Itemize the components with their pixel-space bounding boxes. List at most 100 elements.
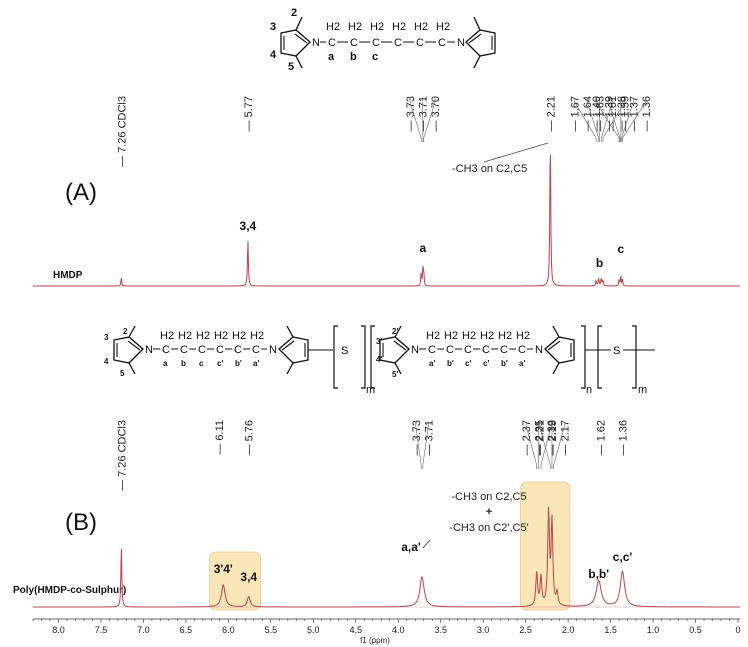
peak-label: — 5.77 <box>243 96 255 131</box>
chain-label: c' <box>483 359 489 368</box>
chain-label: a <box>163 359 168 368</box>
chain-h2: H2 <box>250 330 264 342</box>
chain-label: a' <box>429 359 435 368</box>
x-tick-label: 6.5 <box>180 625 193 635</box>
peak-label-leader <box>539 422 551 469</box>
peak-label: — 1.67 <box>570 96 582 131</box>
assignment-label: c <box>617 242 624 256</box>
peak-label-leader <box>422 422 429 469</box>
nitrogen-label: N <box>145 344 153 356</box>
peak-label: — 3.71 <box>418 96 430 131</box>
chain-carbon: C <box>438 37 446 49</box>
assignment-label: 3,4 <box>240 219 257 233</box>
chain-carbon: C <box>446 344 454 356</box>
peak-label: — 7.26 CDCl3 <box>116 420 128 491</box>
chain-label: c' <box>465 359 471 368</box>
assignments-a: 3,4 a bc <box>240 219 625 270</box>
peak-label-leader <box>574 98 597 142</box>
x-tick-label: 7.0 <box>137 625 150 635</box>
peak-label-leader <box>553 422 565 469</box>
chain-carbon: C <box>500 344 508 356</box>
peak-label: — 5.76 <box>244 420 256 455</box>
x-tick-label: 7.5 <box>95 625 108 635</box>
peak-label: — 1.36 <box>641 96 653 131</box>
ring-number-4: 4 <box>104 357 109 366</box>
annotation-pointer <box>483 142 549 163</box>
ring-number-2-prime: 2' <box>392 327 398 336</box>
ring-number-5: 5 <box>288 61 294 73</box>
chain-h2: H2 <box>436 21 450 33</box>
peak-label: — 1.38 <box>616 96 628 131</box>
peak-label-leader <box>595 98 620 142</box>
x-tick-label: 1.5 <box>604 625 617 635</box>
x-tick-label: 5.0 <box>307 625 320 635</box>
x-axis-label: f1 (ppm) <box>360 636 390 645</box>
peak-label-leader <box>423 98 436 142</box>
assignment-label: 3'4' <box>214 562 233 576</box>
x-axis-ticks: 8.0 7.5 7.0 6.5 6.0 5.5 5.0 4.5 4.0 3.5 3.0 2.5 2.0 1… <box>32 619 741 635</box>
x-tick-label: 4.0 <box>392 625 405 635</box>
assignment-label: 3,4 <box>240 570 257 584</box>
ring-number-2: 2 <box>123 327 128 336</box>
nitrogen-label: N <box>411 344 419 356</box>
chain-carbon: C <box>416 37 424 49</box>
chain-label: a' <box>519 359 525 368</box>
alkyl-chain-a: C C C C C C H2 H2 H2 H2 H2 H2 a b c <box>320 21 455 63</box>
x-tick-label: 5.5 <box>265 625 278 635</box>
assignment-pointer <box>422 539 431 549</box>
chain-label: b' <box>501 359 508 368</box>
chain-h2: H2 <box>326 21 340 33</box>
x-tick-label: 6.0 <box>222 625 235 635</box>
chain-label: c' <box>217 359 223 368</box>
chain-carbon: C <box>216 344 224 356</box>
chain-h2: H2 <box>214 330 228 342</box>
alkyl-chain-b2: C C C C C C H2 H2 H2 H2 H2 H2 a' b' c' c… <box>419 330 533 368</box>
chain-carbon: C <box>234 344 242 356</box>
x-tick-label: 1.0 <box>647 625 660 635</box>
chain-carbon: C <box>180 344 188 356</box>
peak-label-leader <box>622 98 647 142</box>
nitrogen-label: N <box>457 37 465 49</box>
peak-label: — 3.71 <box>423 420 435 455</box>
spectrum-line-a <box>33 154 740 287</box>
peak-label-leader <box>409 98 422 142</box>
ring-number-3: 3 <box>270 21 276 33</box>
peak-label-leader <box>525 422 537 469</box>
sample-label-poly: Poly(HMDP-co-Sulphur) <box>13 585 126 596</box>
x-tick-label: 4.5 <box>350 625 363 635</box>
chain-carbon: C <box>162 344 170 356</box>
ring-number-5-prime: 5' <box>392 370 398 379</box>
assignment-label: c,c' <box>613 550 633 564</box>
highlight-region <box>209 551 262 611</box>
peak-label: — 1.39 <box>603 96 615 131</box>
assignment-label: a <box>420 241 427 255</box>
chain-carbon: C <box>372 37 380 49</box>
nitrogen-label: N <box>312 37 320 49</box>
ring-number-3: 3 <box>104 333 109 342</box>
peak-label-leader <box>415 422 422 469</box>
x-tick-label: 8.0 <box>52 625 65 635</box>
peak-label: — 6.11 <box>214 420 226 455</box>
chain-carbon: C <box>464 344 472 356</box>
pyrrole-ring-right <box>465 29 496 57</box>
sulphur-label: S <box>613 345 620 357</box>
chain-h2: H2 <box>462 330 476 342</box>
chain-label-b: b <box>350 51 357 63</box>
ring-number-5: 5 <box>120 369 125 378</box>
pyrrole-ring-b3 <box>379 336 410 364</box>
ch3-annotation-line1: -CH3 on C2,C5 <box>451 491 526 503</box>
structure-a: N 2 3 4 5 C C C C C C H2 H2 H2 H2 H2 H2 … <box>270 7 496 73</box>
chain-h2: H2 <box>160 330 174 342</box>
chain-carbon: C <box>252 344 260 356</box>
chain-label: b' <box>447 359 454 368</box>
pyrrole-ring-b1 <box>113 336 144 364</box>
chain-h2: H2 <box>426 330 440 342</box>
chain-carbon: C <box>518 344 526 356</box>
alkyl-chain-b1: C C C C C C H2 H2 H2 H2 H2 H2 a b c c' b… <box>153 330 267 368</box>
repeat-subscript-m: m <box>638 384 647 396</box>
chain-h2: H2 <box>196 330 210 342</box>
chain-h2: H2 <box>232 330 246 342</box>
methyl-bond <box>295 16 303 31</box>
x-tick-label: 0 <box>735 625 740 635</box>
